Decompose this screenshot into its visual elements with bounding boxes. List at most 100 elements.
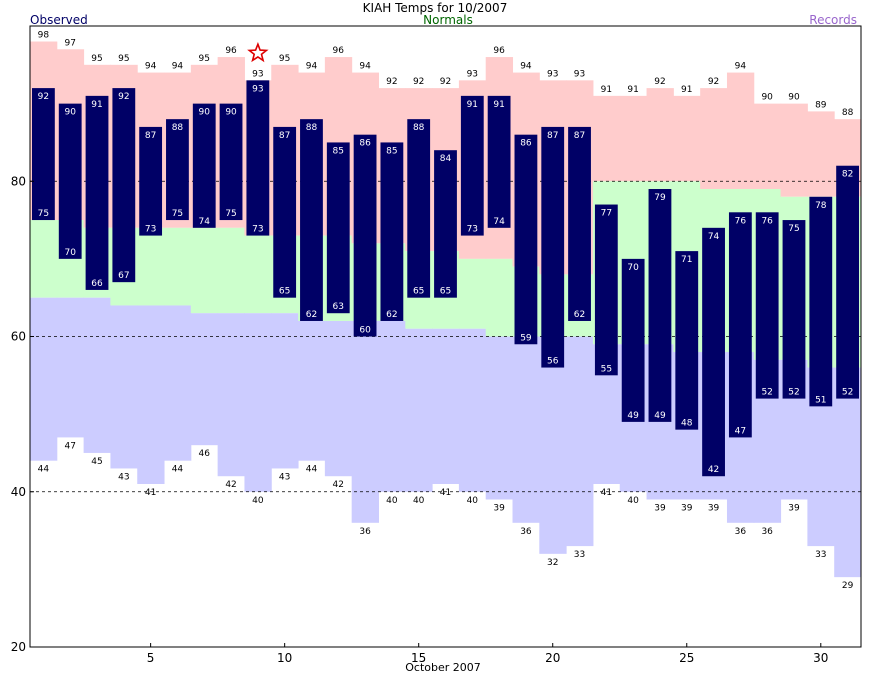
record-low-label: 33 xyxy=(815,550,826,560)
record-high-band xyxy=(619,95,648,182)
observed-high-label: 79 xyxy=(654,193,666,203)
record-low-label: 40 xyxy=(627,496,639,506)
observed-bar xyxy=(541,126,565,368)
record-high-label: 92 xyxy=(413,77,424,87)
observed-low-label: 65 xyxy=(413,287,424,297)
record-low-band xyxy=(110,305,138,469)
observed-bar xyxy=(514,134,538,345)
record-high-label: 92 xyxy=(440,77,451,87)
observed-bar xyxy=(32,88,55,221)
normal-band xyxy=(244,235,272,314)
observed-bar xyxy=(621,258,645,422)
record-low-band xyxy=(271,313,299,469)
observed-bar xyxy=(487,95,511,228)
observed-low-label: 70 xyxy=(64,248,76,258)
record-star-icon xyxy=(247,41,269,63)
observed-low-label: 65 xyxy=(279,287,290,297)
observed-bar xyxy=(353,134,377,337)
observed-high-label: 88 xyxy=(306,123,318,133)
record-high-label: 88 xyxy=(842,108,854,118)
record-low-label: 39 xyxy=(708,504,720,514)
normal-band xyxy=(137,227,165,306)
observed-bar xyxy=(648,189,672,422)
record-low-band xyxy=(217,313,245,477)
normal-band xyxy=(190,227,219,314)
record-high-label: 94 xyxy=(306,62,318,72)
observed-low-label: 75 xyxy=(38,209,49,219)
record-low-label: 41 xyxy=(145,488,156,498)
observed-low-label: 60 xyxy=(359,326,371,336)
observed-high-label: 70 xyxy=(627,263,639,273)
observed-high-label: 78 xyxy=(815,201,827,211)
record-low-label: 36 xyxy=(520,527,532,537)
record-low-label: 43 xyxy=(118,472,129,482)
record-low-label: 39 xyxy=(493,504,505,514)
observed-bar xyxy=(594,204,618,376)
observed-high-label: 91 xyxy=(467,100,478,110)
observed-high-label: 91 xyxy=(91,100,102,110)
observed-bar xyxy=(273,126,297,298)
observed-bar xyxy=(809,196,833,407)
normal-band xyxy=(164,227,192,306)
y-tick-label: 20 xyxy=(11,640,26,654)
observed-high-label: 92 xyxy=(118,92,129,102)
record-low-band xyxy=(164,305,192,461)
observed-bar xyxy=(460,95,484,236)
record-low-band xyxy=(324,320,353,477)
record-high-band xyxy=(726,72,755,190)
record-high-label: 96 xyxy=(333,46,345,56)
record-low-label: 36 xyxy=(359,527,371,537)
observed-low-label: 73 xyxy=(252,225,263,235)
observed-bar xyxy=(755,212,779,399)
record-high-band xyxy=(592,95,621,182)
observed-low-label: 74 xyxy=(493,217,505,227)
record-low-label: 44 xyxy=(172,465,184,475)
chart-title: KIAH Temps for 10/2007 xyxy=(363,1,508,15)
record-high-label: 96 xyxy=(225,46,237,56)
observed-low-label: 49 xyxy=(654,411,666,421)
observed-low-label: 47 xyxy=(735,426,746,436)
observed-bar xyxy=(568,126,591,321)
legend-records: Records xyxy=(809,13,857,27)
observed-high-label: 86 xyxy=(359,139,371,149)
observed-low-label: 56 xyxy=(547,357,559,367)
observed-high-label: 91 xyxy=(493,100,504,110)
record-high-label: 90 xyxy=(788,93,800,103)
record-high-band xyxy=(673,95,701,182)
record-low-label: 33 xyxy=(574,550,585,560)
observed-bar xyxy=(85,95,109,290)
record-low-label: 40 xyxy=(386,496,398,506)
observed-bar xyxy=(836,165,859,399)
record-high-label: 94 xyxy=(145,62,157,72)
record-low-label: 36 xyxy=(761,527,773,537)
y-tick-label: 60 xyxy=(11,330,26,344)
record-high-label: 96 xyxy=(493,46,505,56)
observed-low-label: 73 xyxy=(145,225,156,235)
record-low-band xyxy=(30,297,58,461)
observed-high-label: 85 xyxy=(333,146,344,156)
x-tick-label: 20 xyxy=(545,651,560,665)
record-low-band xyxy=(485,336,514,500)
observed-bar xyxy=(246,80,270,236)
x-axis-label: October 2007 xyxy=(405,661,481,674)
observed-bar xyxy=(407,119,431,298)
record-low-label: 36 xyxy=(735,527,747,537)
observed-bar xyxy=(166,119,189,221)
observed-high-label: 74 xyxy=(708,232,720,242)
x-tick-label: 15 xyxy=(411,651,426,665)
record-high-label: 91 xyxy=(627,85,638,95)
observed-low-label: 67 xyxy=(118,271,129,281)
record-low-band xyxy=(298,320,326,461)
record-high-label: 95 xyxy=(118,54,129,64)
observed-low-label: 55 xyxy=(601,364,612,374)
record-low-label: 43 xyxy=(279,472,290,482)
observed-high-label: 90 xyxy=(64,108,76,118)
observed-bar xyxy=(326,142,350,314)
y-tick-label: 40 xyxy=(11,485,26,499)
record-high-label: 92 xyxy=(708,77,719,87)
record-high-label: 94 xyxy=(735,62,747,72)
observed-high-label: 85 xyxy=(386,146,397,156)
record-low-label: 39 xyxy=(654,504,666,514)
record-low-band xyxy=(137,305,165,484)
